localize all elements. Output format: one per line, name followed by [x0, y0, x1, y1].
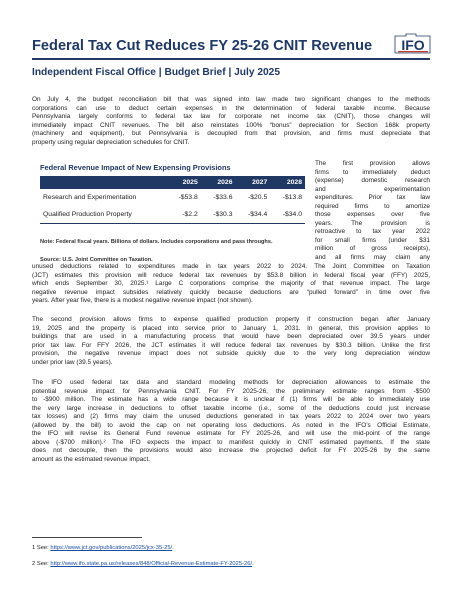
- text-line: (allowed by the bill) to avoid the cap o…: [32, 421, 430, 429]
- paragraph-2: The second provision allows firms to exp…: [32, 316, 430, 367]
- text-line: (machinery and equipment), but Pennsylva…: [32, 130, 430, 138]
- footnote-2: 2 See: http://www.ifo.state.pa.us/releas…: [32, 561, 254, 567]
- text-line: Pennsylvania largely conforms to federal…: [32, 113, 430, 121]
- table-row: Research and Experimentation -$53.8 -$33…: [40, 189, 305, 206]
- footnote-prefix: 1 See:: [32, 545, 51, 551]
- column-header: 2027: [235, 176, 271, 189]
- table-row: Qualified Production Property -$2.2 -$30…: [40, 206, 305, 224]
- table-title: Federal Revenue Impact of New Expensing …: [40, 163, 231, 172]
- table-cell: -$33.6: [213, 194, 233, 201]
- text-line: (expense) domestic research: [315, 177, 430, 185]
- column-header: 2025: [166, 176, 201, 189]
- text-line: The IFO used federal tax data and standa…: [32, 379, 430, 386]
- footnote-suffix: .: [252, 561, 254, 567]
- paragraph-3: The IFO used federal tax data and standa…: [32, 379, 430, 464]
- table-cell: -$30.3: [200, 206, 236, 224]
- text-line: to -$900 million. The estimate has a wid…: [32, 396, 430, 404]
- text-line: corporations can use to deduct certain e…: [32, 104, 430, 112]
- text-line: years. After year five, there is a modes…: [32, 297, 253, 305]
- footnote-1: 1 See: https://www.jct.gov/publications/…: [32, 545, 174, 551]
- footnote-rule: [32, 537, 142, 538]
- text-line: unused deductions related to expenditure…: [32, 263, 430, 270]
- table-cell: -$13.8: [282, 194, 302, 201]
- table-cell: -$2.2: [166, 206, 201, 224]
- intro-paragraph: On July 4, the budget reconciliation bil…: [32, 96, 430, 147]
- text-line: provision, the negative revenue impact d…: [32, 350, 430, 358]
- column-header: [40, 176, 166, 189]
- table-source: Source: U.S. Joint Committee on Taxation…: [40, 257, 153, 263]
- text-line: tax losses) and (2) firms may claim the …: [32, 413, 430, 421]
- column-header: 2026: [200, 176, 236, 189]
- text-line: does not decouple, then the provisions w…: [32, 447, 430, 455]
- revenue-impact-table: 2025 2026 2027 2028 Research and Experim…: [40, 176, 305, 224]
- text-line: 19, 2025 and the property is placed into…: [32, 324, 430, 332]
- text-line: million of gross receipts),: [315, 245, 430, 253]
- text-line: and experimentation: [315, 185, 430, 193]
- table-cell: -$53.8: [178, 194, 198, 201]
- footnote-prefix: 2 See:: [32, 561, 51, 567]
- text-line: expenditures. Prior tax law: [315, 194, 430, 202]
- text-line: negative revenue impact subsides relativ…: [32, 288, 430, 296]
- page-title: Federal Tax Cut Reduces FY 25-26 CNIT Re…: [32, 38, 373, 54]
- footnote-link[interactable]: https://www.jct.gov/publications/2025/jc…: [50, 545, 173, 551]
- text-line: the IFO will revise its General Fund rev…: [32, 430, 430, 438]
- text-line: (JCT) estimates this provision will redu…: [32, 271, 430, 279]
- table-cell: -$34.4: [235, 206, 271, 224]
- row-label: Research and Experimentation: [43, 194, 137, 201]
- paragraph-1-continued: unused deductions related to expenditure…: [32, 263, 430, 306]
- footnote-suffix: .: [172, 545, 174, 551]
- footnote-link[interactable]: http://www.ifo.state.pa.us/releases/848/…: [50, 561, 253, 567]
- text-line: those expenses over five: [315, 211, 430, 219]
- text-line: On July 4, the budget reconciliation bil…: [32, 96, 430, 103]
- text-line: retroactive to tax year 2022: [315, 228, 430, 236]
- text-line: immediately impact CNIT revenues. The bi…: [32, 121, 430, 129]
- text-line: amount as the estimated revenue impact.: [32, 455, 151, 463]
- text-line: the very large increase in deductions to…: [32, 404, 430, 412]
- text-line: years. The provision is: [315, 219, 430, 227]
- ifo-logo: IFO: [394, 33, 431, 54]
- side-paragraph: The first provision allows firms to imme…: [315, 160, 430, 263]
- table-cell: -$34.0: [270, 206, 305, 224]
- text-line: potential revenue impact for Pennsylvani…: [32, 387, 430, 395]
- column-header: 2028: [270, 176, 305, 189]
- text-line: under prior law (39.5 years).: [32, 358, 113, 366]
- text-line: The first provision allows: [315, 160, 430, 167]
- row-label: Qualified Production Property: [40, 206, 166, 224]
- text-line: buildings that are used in a manufacturi…: [32, 333, 430, 341]
- logo-text: IFO: [401, 37, 424, 53]
- text-line: property using regular depreciation sche…: [32, 138, 190, 146]
- text-line: above (-$700 million).² The IFO expects …: [32, 438, 430, 446]
- subtitle: Independent Fiscal Office | Budget Brief…: [32, 67, 280, 78]
- table-header-row: 2025 2026 2027 2028: [40, 176, 305, 189]
- text-line: and all firms may claim any: [315, 254, 430, 262]
- table-cell: -$20.5: [247, 194, 268, 201]
- text-line: which ends September 30, 2025.¹ Large C …: [32, 280, 430, 288]
- text-line: for small firms (under $31: [315, 236, 430, 244]
- text-line: firms to immediately deduct: [315, 168, 430, 176]
- table-note: Note: Federal fiscal years. Billions of …: [40, 239, 273, 245]
- title-rule: [32, 58, 430, 60]
- text-line: prior tax law. For FFY 2026, the JCT est…: [32, 341, 430, 349]
- text-line: The second provision allows firms to exp…: [32, 316, 430, 323]
- text-line: required firms to amortize: [315, 202, 430, 210]
